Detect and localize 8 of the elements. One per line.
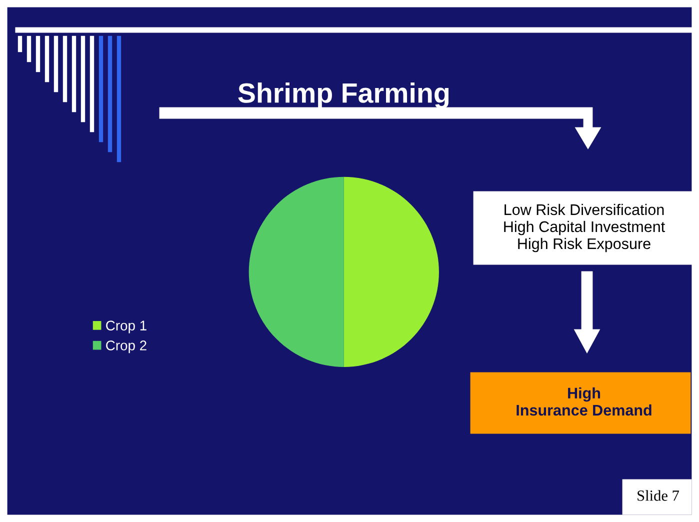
legend-label: Crop 1 (106, 320, 146, 334)
text: High Insurance Demand (516, 387, 652, 416)
pie-slice (248, 176, 344, 368)
chart-title: Shrimp Farming (238, 82, 449, 109)
pie-slice (344, 176, 439, 368)
text: Slide 7 (638, 490, 679, 501)
legend-label: Crop 2 (106, 340, 146, 354)
text: Low Risk Diversification High Capital Investment High Risk Exposure (504, 204, 665, 252)
